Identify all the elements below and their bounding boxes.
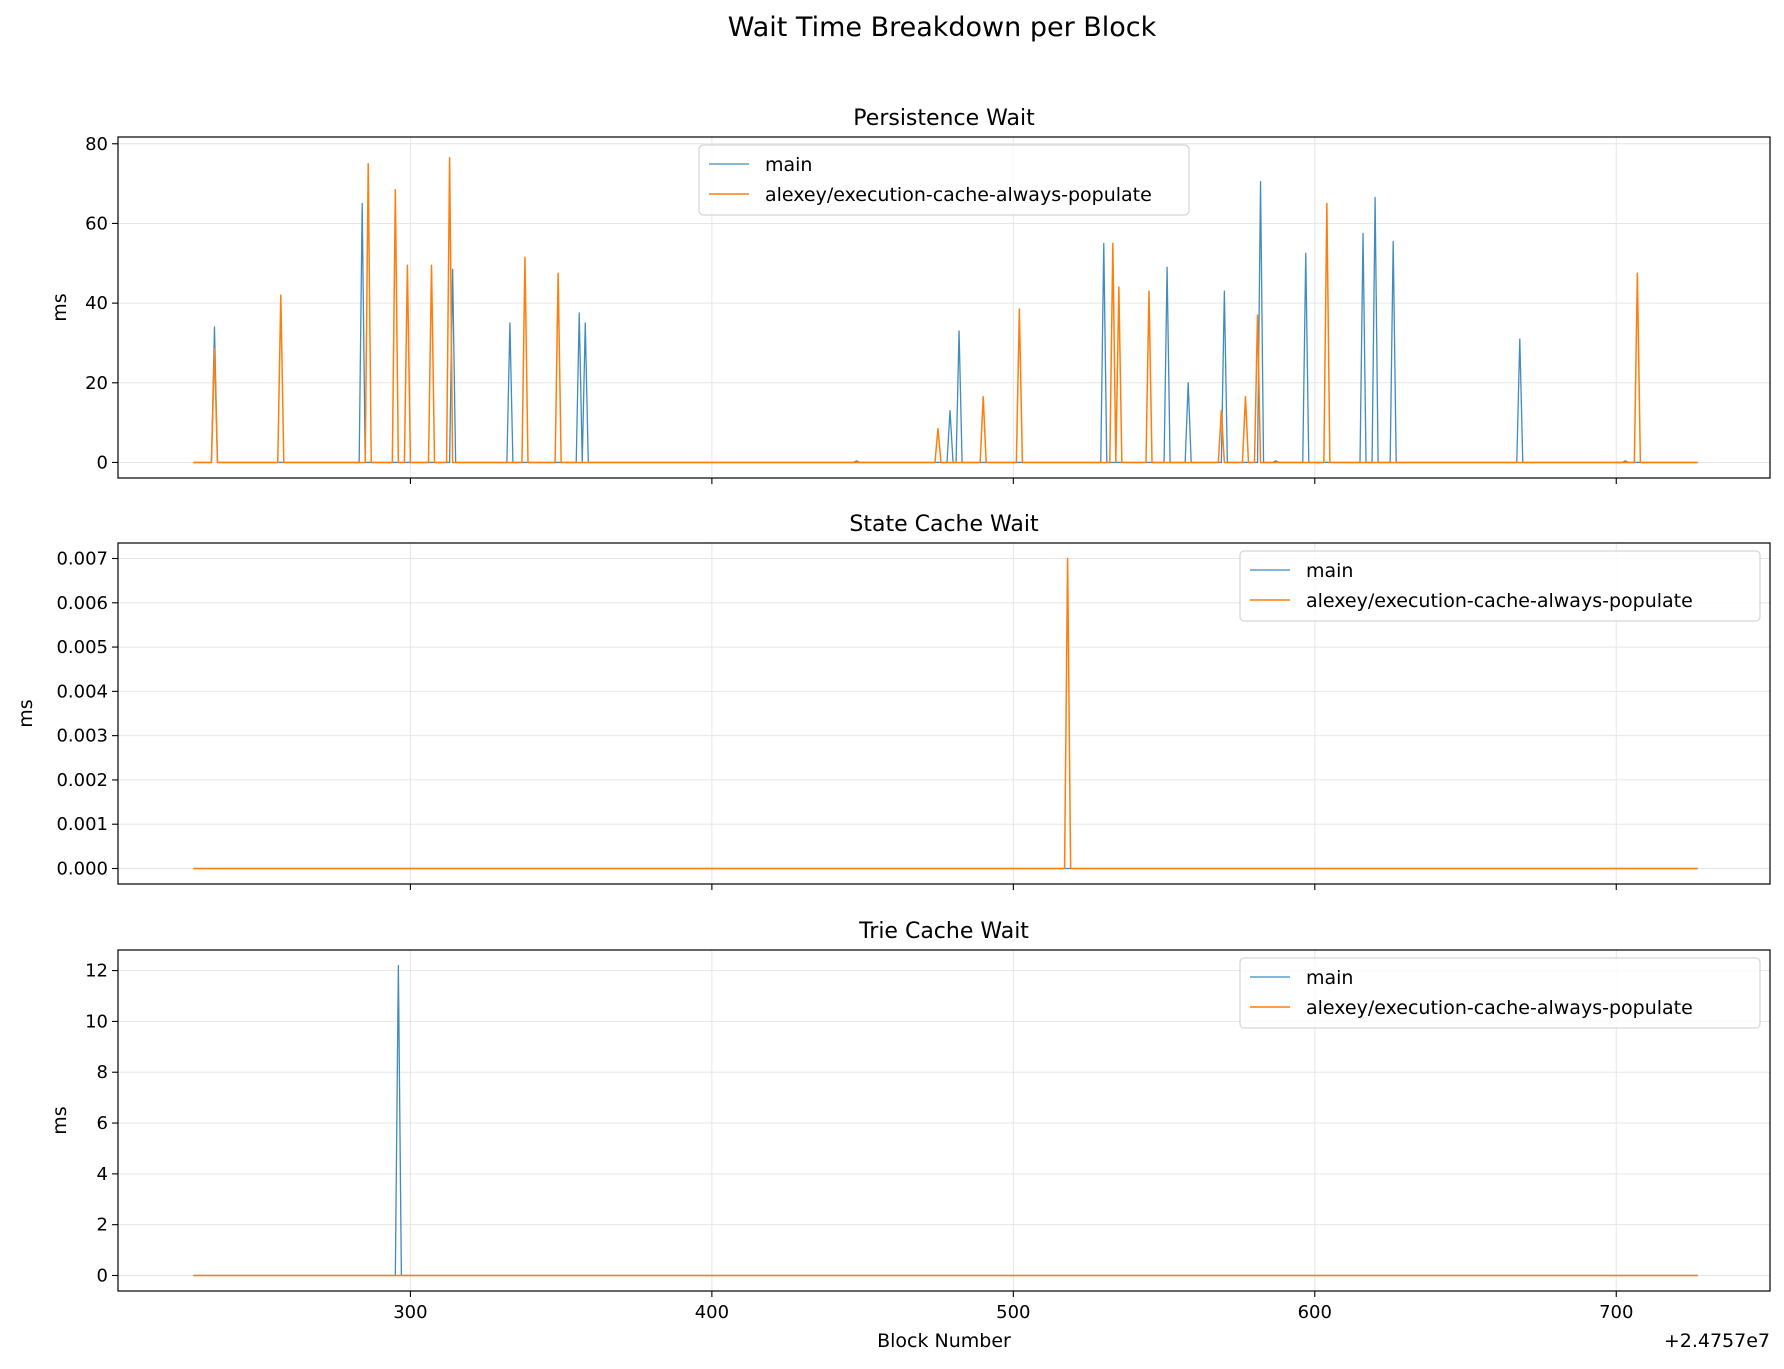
y-tick-label: 0.004 xyxy=(56,681,108,702)
legend: main alexey/execution-cache-always-popula… xyxy=(698,144,1190,216)
x-tick-label: 400 xyxy=(695,1302,729,1323)
x-tick-label: 700 xyxy=(1599,1302,1633,1323)
y-tick-label: 0 xyxy=(97,1266,108,1287)
legend-label: main xyxy=(1306,560,1353,582)
x-tick-label: 600 xyxy=(1298,1302,1332,1323)
y-tick-label: 2 xyxy=(97,1215,108,1236)
plot-frame xyxy=(117,542,1771,885)
y-tick-label: 0.005 xyxy=(56,637,108,658)
y-tick-label: 60 xyxy=(85,213,108,234)
legend-label: alexey/execution-cache-always-populate xyxy=(765,184,1152,206)
x-offset-text: +2.4757e7 xyxy=(1664,1330,1770,1352)
legend-frame xyxy=(1239,957,1761,1029)
figure-title: Wait Time Breakdown per Block xyxy=(728,12,1157,43)
y-tick-label: 0.003 xyxy=(56,726,108,747)
y-tick-label: 0.000 xyxy=(56,859,108,880)
plot-frame xyxy=(117,949,1771,1292)
panel-2: 0.000 0.001 0.002 0.003 0.004 0.005 0.006 0.007… xyxy=(15,512,1771,890)
y-axis-label: ms xyxy=(49,1106,71,1134)
y-tick-label: 8 xyxy=(97,1062,108,1083)
y-tick-label: 0.006 xyxy=(56,593,108,614)
y-axis-label: ms xyxy=(49,293,71,321)
y-tick-label: 12 xyxy=(85,961,108,982)
y-axis-label: ms xyxy=(15,699,37,727)
y-tick-label: 80 xyxy=(85,134,108,155)
x-tick-label: 300 xyxy=(393,1302,427,1323)
legend: main alexey/execution-cache-always-popula… xyxy=(1239,550,1761,622)
y-tick-label: 4 xyxy=(97,1164,108,1185)
y-tick-label: 10 xyxy=(85,1011,108,1032)
y-tick-label: 0.001 xyxy=(56,814,108,835)
panel-3: 300 400 500 600 700 0 2 4 6 8 10 12 Trie Cache Wait m… xyxy=(49,919,1771,1352)
legend-frame xyxy=(1239,550,1761,622)
legend: main alexey/execution-cache-always-popula… xyxy=(1239,957,1761,1029)
plot-frame xyxy=(117,136,1771,479)
legend-label: main xyxy=(765,154,812,176)
y-tick-label: 20 xyxy=(85,373,108,394)
legend-label: alexey/execution-cache-always-populate xyxy=(1306,997,1693,1019)
panel-title: State Cache Wait xyxy=(849,512,1039,537)
y-tick-label: 6 xyxy=(97,1113,108,1134)
y-tick-label: 0.007 xyxy=(56,549,108,570)
legend-label: main xyxy=(1306,967,1353,989)
y-tick-label: 0 xyxy=(97,452,108,473)
panel-title: Persistence Wait xyxy=(853,106,1035,131)
x-tick-label: 500 xyxy=(996,1302,1030,1323)
series-line-branch xyxy=(193,156,1698,464)
series-line-branch xyxy=(193,557,1698,870)
y-tick-label: 40 xyxy=(85,293,108,314)
legend-label: alexey/execution-cache-always-populate xyxy=(1306,590,1693,612)
panel-1: 0 20 40 60 80 Persistence Wait ms main alexey/ex… xyxy=(49,106,1771,484)
y-tick-label: 0.002 xyxy=(56,770,108,791)
x-axis-label: Block Number xyxy=(877,1330,1011,1352)
legend-frame xyxy=(698,144,1190,216)
panel-title: Trie Cache Wait xyxy=(858,919,1029,944)
